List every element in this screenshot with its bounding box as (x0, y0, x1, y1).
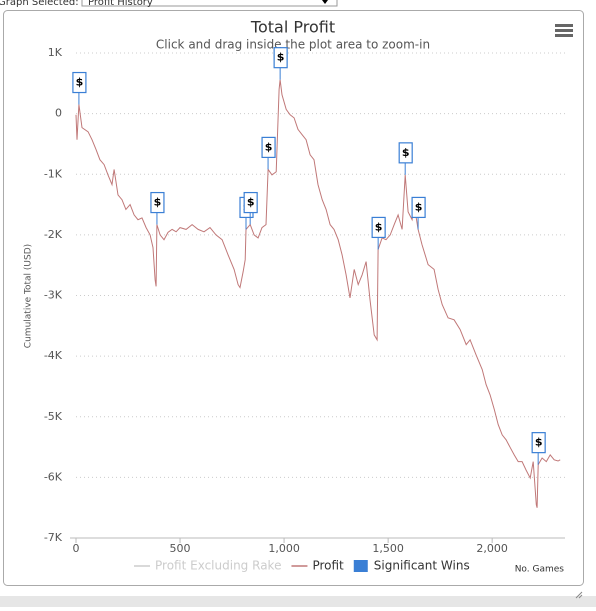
flag-label[interactable]: $ (76, 76, 84, 89)
y-axis-title: Cumulative Total (USD) (24, 244, 34, 348)
win-flag[interactable]: $ (411, 196, 426, 230)
legend-item[interactable]: Profit Excluding Rake (134, 559, 281, 573)
resize-handle[interactable] (575, 591, 583, 599)
flag-label[interactable]: $ (265, 140, 273, 153)
y-tick-label: 0 (55, 107, 62, 120)
select-arrow[interactable] (322, 0, 328, 4)
flag-box[interactable] (150, 191, 165, 214)
win-flag[interactable]: $ (72, 71, 87, 105)
legend-label[interactable]: Profit (312, 559, 344, 573)
graph-select[interactable] (81, 0, 338, 7)
flag-label[interactable]: $ (402, 146, 410, 159)
legend-item[interactable]: Significant Wins (353, 559, 470, 573)
chart-panel (3, 10, 584, 586)
y-tick-label: -5K (44, 410, 63, 423)
y-tick-label: -1K (44, 167, 63, 180)
y-tick-label: -4K (44, 349, 63, 362)
win-flag[interactable]: $ (398, 142, 413, 175)
x-tick-label: 500 (170, 542, 191, 555)
win-flag[interactable]: $ (243, 191, 258, 225)
y-tick-label: -6K (44, 470, 63, 483)
x-axis-title: No. Games (515, 565, 565, 575)
chart-title: Total Profit (250, 18, 335, 37)
flag-label[interactable]: $ (535, 436, 543, 449)
flag-box[interactable] (371, 216, 386, 239)
flag-label[interactable]: $ (375, 220, 383, 233)
menu-bar[interactable] (555, 34, 573, 37)
legend-swatch (353, 560, 368, 572)
flag-label[interactable]: $ (277, 51, 285, 64)
y-tick-label: 1K (48, 46, 63, 59)
win-flag[interactable]: $ (150, 191, 165, 225)
flag-label[interactable]: $ (415, 200, 423, 213)
flag-box[interactable] (72, 71, 87, 94)
win-flag[interactable]: $ (531, 432, 546, 465)
flag-box[interactable] (261, 136, 276, 158)
y-tick-label: -2K (44, 228, 63, 241)
flag-label[interactable]: $ (247, 196, 255, 209)
flag-box[interactable] (531, 432, 546, 454)
win-flag[interactable]: $ (371, 216, 386, 250)
y-tick-label: -3K (44, 289, 63, 302)
x-tick-label: 1,000 (268, 542, 300, 555)
y-tick-label: -7K (44, 531, 63, 544)
flag-label[interactable]: $ (154, 196, 162, 209)
x-tick-label: 1,500 (372, 542, 404, 555)
flag-box[interactable] (398, 142, 413, 164)
graph-select-value[interactable]: Profit History (88, 0, 153, 8)
flag-box[interactable] (243, 191, 258, 214)
chart-subtitle: Click and drag inside the plot area to z… (156, 38, 430, 52)
flag-box[interactable] (273, 47, 288, 69)
menu-button[interactable] (555, 24, 573, 37)
footer-bar (0, 596, 596, 607)
menu-bar[interactable] (555, 29, 573, 32)
win-flag[interactable]: $ (273, 47, 288, 80)
x-tick-label: 0 (73, 542, 80, 555)
flag-box[interactable] (411, 196, 426, 219)
control-label: Graph Selected: (0, 0, 79, 8)
legend-label[interactable]: Profit Excluding Rake (155, 559, 281, 573)
legend-item[interactable]: Profit (291, 559, 344, 573)
legend-label[interactable]: Significant Wins (374, 559, 470, 573)
x-tick-label: 2,000 (476, 542, 508, 555)
menu-bar[interactable] (555, 24, 573, 27)
profit-line (75, 79, 561, 508)
win-flag[interactable]: $ (261, 136, 276, 170)
